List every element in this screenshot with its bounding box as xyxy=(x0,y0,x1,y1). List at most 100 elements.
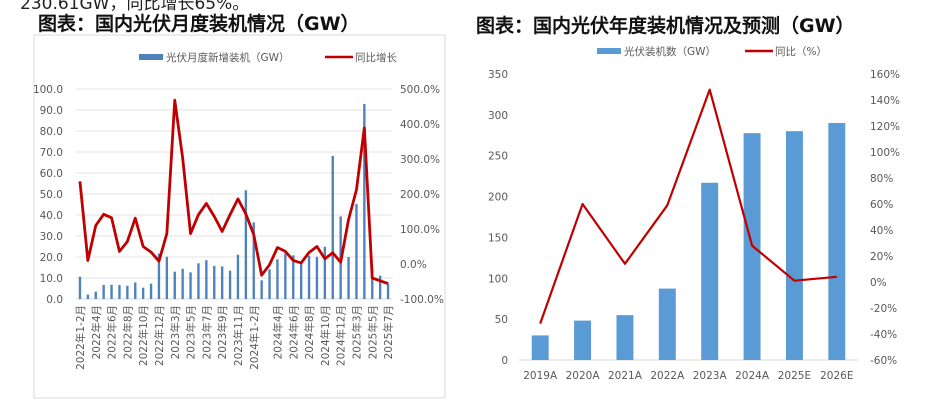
bar xyxy=(205,260,208,299)
y-tick-label: 200 xyxy=(488,192,508,204)
y2-tick-label: 60% xyxy=(870,199,893,211)
bar xyxy=(386,283,390,299)
bar xyxy=(134,282,137,299)
y-tick-label: 350 xyxy=(488,69,508,81)
x-tick-label: 2023年7月 xyxy=(200,305,213,359)
monthly-chart-title: 图表：国内光伏月度装机情况（GW） xyxy=(38,13,360,35)
y2-tick-label: 0.0% xyxy=(400,259,427,271)
x-tick-label: 2025E xyxy=(778,370,811,382)
x-tick-label: 2022A xyxy=(650,370,685,382)
y-tick-label: 10.0 xyxy=(40,273,63,285)
y-tick-label: 300 xyxy=(488,110,508,122)
y-tick-label: 80.0 xyxy=(40,126,63,138)
x-tick-label: 2024年10月 xyxy=(319,305,332,366)
y2-tick-label: 100% xyxy=(870,147,900,159)
y2-tick-label: 300.0% xyxy=(400,154,440,166)
bar xyxy=(307,255,311,299)
y-tick-label: 30.0 xyxy=(40,231,63,243)
bar xyxy=(141,287,145,299)
x-tick-label: 2024年8月 xyxy=(303,305,316,359)
y2-tick-label: 200.0% xyxy=(400,189,440,201)
y-tick-label: 50.0 xyxy=(40,189,63,201)
x-tick-label: 2022年6月 xyxy=(106,305,119,359)
bar xyxy=(149,283,153,299)
y2-tick-label: 20% xyxy=(870,251,893,263)
bar xyxy=(616,315,634,360)
x-tick-label: 2024A xyxy=(735,370,770,382)
x-tick-label: 2019A xyxy=(523,370,558,382)
x-tick-label: 2022年1-2月 xyxy=(74,305,87,370)
y-tick-label: 0 xyxy=(501,355,508,367)
y2-tick-label: -60% xyxy=(870,355,897,367)
y2-tick-label: -100.0% xyxy=(400,294,444,306)
y2-tick-label: 0% xyxy=(870,277,887,289)
y2-tick-label: 80% xyxy=(870,173,893,185)
y-tick-label: 150 xyxy=(488,232,508,244)
x-tick-label: 2024年4月 xyxy=(271,305,284,359)
y2-tick-label: -20% xyxy=(870,303,897,315)
bar xyxy=(94,291,97,299)
legend-label: 光伏装机数（GW） xyxy=(624,45,716,58)
x-tick-label: 2022年10月 xyxy=(137,305,150,366)
bar xyxy=(658,288,676,360)
bar xyxy=(220,266,224,299)
y-tick-label: 90.0 xyxy=(40,105,63,117)
y2-tick-label: 160% xyxy=(870,69,900,81)
yoy-line xyxy=(78,98,389,285)
bar xyxy=(531,335,549,360)
bar xyxy=(260,280,263,299)
bar xyxy=(102,284,105,299)
bar xyxy=(236,254,240,299)
bar xyxy=(118,284,121,299)
bar xyxy=(701,182,719,360)
bar xyxy=(157,253,161,299)
bar xyxy=(86,294,90,299)
bar xyxy=(110,284,113,299)
bar xyxy=(181,268,184,299)
bar xyxy=(189,272,192,299)
bar xyxy=(363,103,366,299)
bar xyxy=(828,123,846,361)
bar xyxy=(378,275,382,299)
x-tick-label: 2022年4月 xyxy=(90,305,103,359)
y-tick-label: 0.0 xyxy=(46,294,63,306)
y-tick-label: 100 xyxy=(488,273,508,285)
y-tick-label: 60.0 xyxy=(40,168,63,180)
x-tick-label: 2020A xyxy=(566,370,601,382)
bar xyxy=(197,263,200,299)
bar xyxy=(299,263,303,299)
legend-bar-swatch xyxy=(139,54,163,60)
x-tick-label: 2025年7月 xyxy=(382,305,395,359)
y2-tick-label: 400.0% xyxy=(400,119,440,131)
x-tick-label: 2024年12月 xyxy=(335,305,348,366)
bar xyxy=(574,320,592,360)
x-tick-label: 2024年6月 xyxy=(287,305,300,359)
y2-tick-label: 40% xyxy=(870,225,893,237)
bar xyxy=(213,265,216,299)
x-tick-label: 2023年11月 xyxy=(232,305,245,366)
bar xyxy=(371,268,374,299)
yoy-line xyxy=(539,88,837,324)
legend-bar-swatch xyxy=(597,48,621,54)
y2-tick-label: -40% xyxy=(870,329,897,341)
x-tick-label: 2025年5月 xyxy=(366,305,379,359)
x-tick-label: 2023年5月 xyxy=(185,305,198,359)
legend-label: 光伏月度新增装机（GW） xyxy=(166,51,290,64)
bar xyxy=(292,255,295,299)
y2-tick-label: 100.0% xyxy=(400,224,440,236)
annual-chart-title: 图表：国内光伏年度装机情况及预测（GW） xyxy=(476,15,855,37)
y-tick-label: 70.0 xyxy=(40,147,63,159)
x-tick-label: 2022年12月 xyxy=(153,305,166,366)
legend-label: 同比（%） xyxy=(775,45,827,58)
x-tick-label: 2022年8月 xyxy=(121,305,134,359)
bar xyxy=(331,155,334,299)
bar xyxy=(252,222,255,299)
bar xyxy=(126,285,129,299)
x-tick-label: 2025年3月 xyxy=(350,305,363,359)
x-tick-label: 2023年3月 xyxy=(169,305,182,359)
y-tick-label: 40.0 xyxy=(40,210,63,222)
bar xyxy=(315,256,319,299)
y-tick-label: 100.0 xyxy=(33,84,63,96)
clipped-body-text: 230.61GW，同比增长65%。 xyxy=(20,0,250,14)
bar xyxy=(244,190,248,299)
